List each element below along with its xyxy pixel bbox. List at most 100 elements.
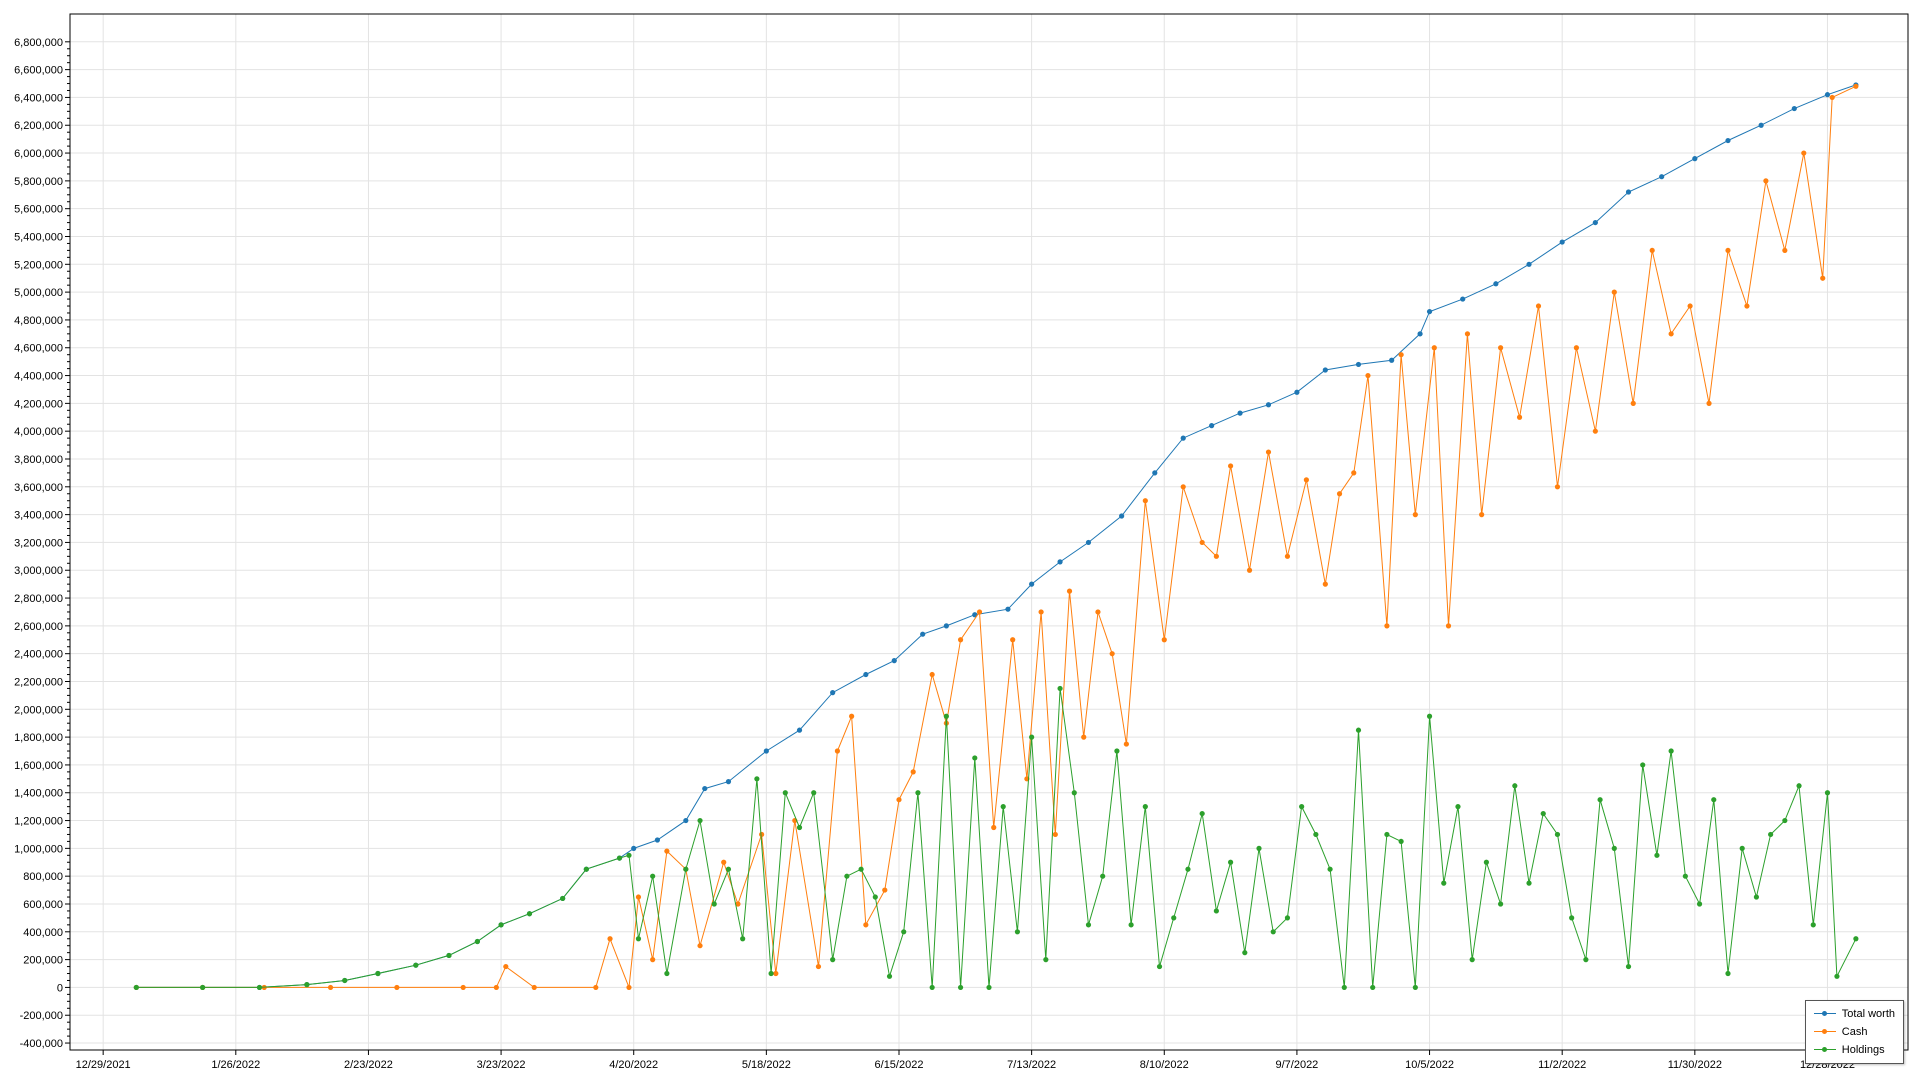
data-point bbox=[607, 936, 613, 942]
data-point bbox=[1853, 936, 1859, 942]
data-point bbox=[849, 713, 855, 719]
legend-marker-holdings bbox=[1813, 1045, 1836, 1055]
data-point bbox=[1109, 651, 1115, 657]
data-point bbox=[863, 922, 869, 928]
data-point bbox=[1246, 567, 1253, 573]
data-point bbox=[493, 984, 499, 991]
x-tick-label: 11/30/2022 bbox=[1668, 1059, 1722, 1071]
data-point bbox=[1123, 741, 1129, 747]
data-point bbox=[1744, 303, 1750, 309]
data-point bbox=[1493, 281, 1499, 287]
legend-label-holdings: Holdings bbox=[1841, 1044, 1885, 1056]
data-point bbox=[1630, 400, 1636, 406]
data-point bbox=[1739, 845, 1745, 851]
data-point bbox=[1384, 623, 1390, 629]
data-point bbox=[1081, 734, 1087, 740]
data-point bbox=[1597, 797, 1603, 803]
data-point bbox=[1445, 623, 1452, 629]
legend-item-holdings[interactable]: Holdings bbox=[1813, 1041, 1895, 1059]
y-tick-label: 4,400,000 bbox=[14, 371, 63, 383]
y-tick-label: 5,000,000 bbox=[14, 287, 63, 299]
data-point bbox=[1611, 845, 1617, 851]
data-point bbox=[1365, 372, 1371, 379]
data-point bbox=[830, 957, 836, 963]
data-point bbox=[1711, 797, 1717, 803]
data-point bbox=[446, 952, 452, 959]
data-point bbox=[133, 984, 139, 991]
data-point bbox=[1270, 929, 1276, 935]
data-point bbox=[1299, 804, 1305, 810]
data-point bbox=[896, 797, 902, 803]
data-point bbox=[1010, 637, 1016, 643]
data-point bbox=[683, 866, 689, 872]
data-point bbox=[1479, 512, 1485, 518]
data-point bbox=[1213, 553, 1219, 559]
y-tick-label: 1,200,000 bbox=[14, 816, 63, 828]
y-tick-label: 400,000 bbox=[23, 927, 63, 939]
data-point bbox=[1038, 609, 1044, 615]
x-tick-label: 11/2/2022 bbox=[1538, 1059, 1586, 1071]
data-point bbox=[1052, 831, 1058, 838]
data-point bbox=[1029, 734, 1035, 740]
data-point bbox=[1782, 247, 1788, 254]
data-point bbox=[1498, 345, 1504, 351]
y-tick-label: 200,000 bbox=[23, 955, 63, 967]
data-point bbox=[413, 962, 419, 968]
data-point bbox=[721, 859, 727, 865]
data-point bbox=[583, 866, 589, 872]
data-point bbox=[1526, 261, 1532, 267]
data-point bbox=[1398, 838, 1404, 845]
x-axis: 12/29/2021 1/26/2022 2/23/2022 3/23/2022 4/2… bbox=[76, 1050, 1855, 1071]
data-point bbox=[1810, 922, 1816, 928]
data-point bbox=[1057, 685, 1063, 692]
data-point bbox=[1725, 247, 1731, 254]
data-point bbox=[811, 790, 817, 796]
data-point bbox=[1791, 105, 1797, 112]
data-point bbox=[711, 901, 717, 907]
data-point bbox=[1834, 973, 1840, 979]
data-point bbox=[1469, 957, 1475, 963]
data-point bbox=[1706, 400, 1712, 406]
data-point bbox=[972, 755, 978, 761]
data-point bbox=[844, 873, 850, 879]
y-tick-label: 2,400,000 bbox=[14, 649, 63, 661]
data-point bbox=[1199, 810, 1205, 817]
data-point bbox=[1014, 929, 1021, 935]
data-point bbox=[830, 690, 836, 696]
data-point bbox=[697, 817, 703, 824]
x-tick-label: 7/13/2022 bbox=[1007, 1059, 1056, 1071]
data-point bbox=[901, 929, 907, 935]
data-point bbox=[1370, 984, 1376, 991]
data-point bbox=[200, 984, 206, 991]
data-point bbox=[1569, 915, 1575, 921]
y-tick-label: 1,400,000 bbox=[14, 788, 63, 800]
y-tick-label: 3,200,000 bbox=[14, 537, 63, 549]
data-point bbox=[654, 837, 661, 843]
data-point bbox=[626, 852, 632, 858]
data-point bbox=[763, 748, 769, 754]
data-point bbox=[1725, 137, 1731, 144]
y-tick-label: 2,600,000 bbox=[14, 621, 63, 633]
data-point bbox=[782, 790, 788, 796]
data-point bbox=[1426, 713, 1433, 719]
data-point bbox=[1085, 539, 1092, 546]
data-point bbox=[1180, 435, 1186, 441]
data-point bbox=[1322, 367, 1328, 373]
data-point bbox=[725, 866, 732, 872]
x-tick-label: 3/23/2022 bbox=[477, 1059, 526, 1071]
data-point bbox=[1085, 922, 1092, 928]
y-axis: -400,000 -200,000 0 200,000 400,000 600,000 80… bbox=[14, 37, 70, 1050]
legend-item-cash[interactable]: Cash bbox=[1813, 1023, 1895, 1041]
data-point bbox=[531, 984, 537, 991]
data-point bbox=[664, 848, 670, 854]
y-tick-label: 5,200,000 bbox=[14, 259, 63, 271]
data-point bbox=[650, 873, 656, 879]
legend-item-total-worth[interactable]: Total worth bbox=[1813, 1005, 1895, 1023]
data-point bbox=[1227, 859, 1234, 865]
data-point bbox=[256, 984, 263, 991]
data-point bbox=[972, 612, 978, 618]
y-tick-label: 1,600,000 bbox=[14, 760, 63, 772]
data-point bbox=[882, 887, 888, 893]
data-point bbox=[991, 824, 997, 831]
data-point bbox=[759, 831, 765, 838]
